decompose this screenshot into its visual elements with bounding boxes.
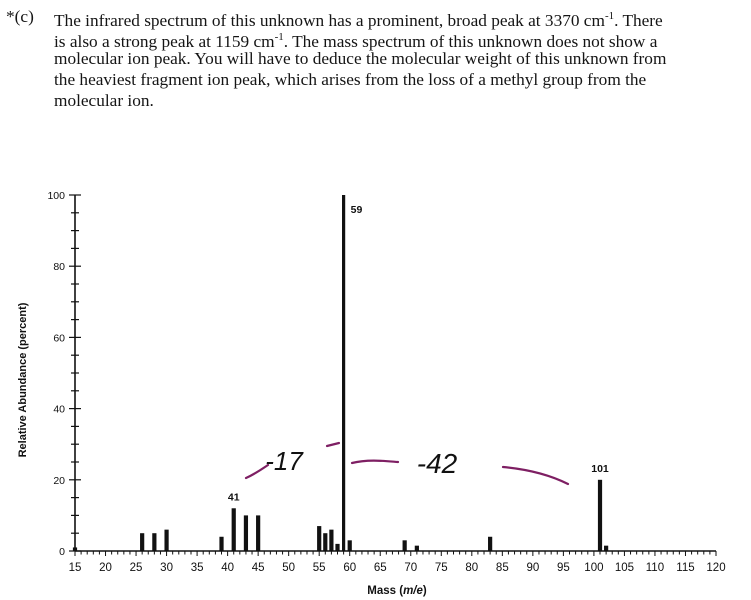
x-tick-label: 65 bbox=[374, 562, 387, 574]
bar bbox=[152, 533, 157, 551]
x-tick-label: 40 bbox=[221, 562, 234, 574]
superscript-2: -1 bbox=[274, 31, 284, 43]
x-tick-label: 50 bbox=[282, 562, 295, 574]
problem-line-3: molecular ion peak. You will have to ded… bbox=[54, 49, 667, 68]
y-tick-label: 60 bbox=[53, 332, 65, 344]
peak-label: 41 bbox=[228, 491, 240, 503]
annotation-arrow-line bbox=[501, 465, 570, 486]
bar bbox=[488, 536, 493, 551]
x-tick-label: 15 bbox=[69, 562, 82, 574]
bar bbox=[243, 515, 249, 551]
bar bbox=[323, 533, 328, 551]
problem-line-5: molecular ion. bbox=[54, 91, 154, 110]
x-tick-label: 75 bbox=[435, 562, 448, 574]
x-tick-label: 90 bbox=[526, 562, 539, 574]
bar bbox=[164, 529, 169, 551]
y-tick-label: 100 bbox=[47, 190, 65, 202]
problem-label: *(c) bbox=[6, 7, 34, 26]
x-tick-label: 20 bbox=[99, 562, 112, 574]
x-tick-label: 55 bbox=[313, 562, 326, 574]
annotation-dash-3 bbox=[350, 459, 400, 465]
bar bbox=[335, 543, 340, 551]
problem-line-2: is also a strong peak at 1159 cm-1. The … bbox=[54, 31, 658, 51]
x-tick-label: 80 bbox=[465, 562, 478, 574]
y-tick-label: 40 bbox=[53, 404, 65, 416]
bar bbox=[347, 540, 352, 551]
x-tick-label: 85 bbox=[496, 562, 509, 574]
bars bbox=[72, 195, 609, 551]
superscript-1: -1 bbox=[604, 10, 615, 22]
problem-line-4: the heaviest fragment ion peak, which ar… bbox=[54, 70, 647, 89]
problem-line-1: The infrared spectrum of this unknown ha… bbox=[54, 10, 663, 30]
bar bbox=[140, 533, 145, 551]
x-tick-label: 70 bbox=[404, 562, 417, 574]
x-tick-label: 100 bbox=[584, 562, 603, 574]
x-tick-label: 60 bbox=[343, 562, 356, 574]
bar bbox=[256, 515, 261, 551]
bar bbox=[342, 195, 346, 551]
bar bbox=[597, 479, 603, 551]
y-axis-label: Relative Abundance (percent) bbox=[17, 302, 29, 457]
y-tick-label: 80 bbox=[53, 261, 65, 273]
bar bbox=[604, 545, 609, 551]
bar bbox=[317, 526, 322, 551]
axes bbox=[69, 194, 717, 556]
x-tick-label: 120 bbox=[706, 562, 725, 574]
handwritten-annotations: -17 -42 bbox=[244, 441, 570, 486]
x-tick-label: 25 bbox=[130, 562, 143, 574]
x-axis-label: Mass (m/e) bbox=[367, 585, 427, 597]
x-tick-label: 30 bbox=[160, 562, 173, 574]
bar bbox=[414, 545, 419, 551]
bar bbox=[219, 536, 224, 551]
x-tick-label: 110 bbox=[646, 562, 664, 574]
x-tick-label: 105 bbox=[615, 562, 634, 574]
peak-label: 101 bbox=[591, 463, 609, 475]
annotation-minus-17: -17 bbox=[265, 446, 304, 476]
x-tick-label: 115 bbox=[676, 562, 694, 574]
annotation-dash-2 bbox=[325, 441, 341, 448]
x-tick-label: 95 bbox=[557, 562, 570, 574]
annotation-dash-1 bbox=[244, 463, 270, 480]
bar bbox=[72, 547, 78, 551]
tick-labels: 0 20 40 60 80 100 15 20 25 30 35 40 45 50 55 60 65 70 75 80… bbox=[47, 190, 725, 574]
y-tick-label: 20 bbox=[53, 475, 65, 487]
bar bbox=[231, 508, 236, 551]
annotation-minus-42: -42 bbox=[417, 448, 458, 479]
peak-label: 59 bbox=[351, 204, 363, 216]
peak-labels: 41 59 101 bbox=[228, 204, 609, 503]
bar bbox=[329, 529, 334, 551]
x-tick-label: 45 bbox=[252, 562, 265, 574]
x-tick-label: 35 bbox=[191, 562, 204, 574]
bar bbox=[402, 540, 407, 551]
y-tick-label: 0 bbox=[59, 546, 65, 558]
